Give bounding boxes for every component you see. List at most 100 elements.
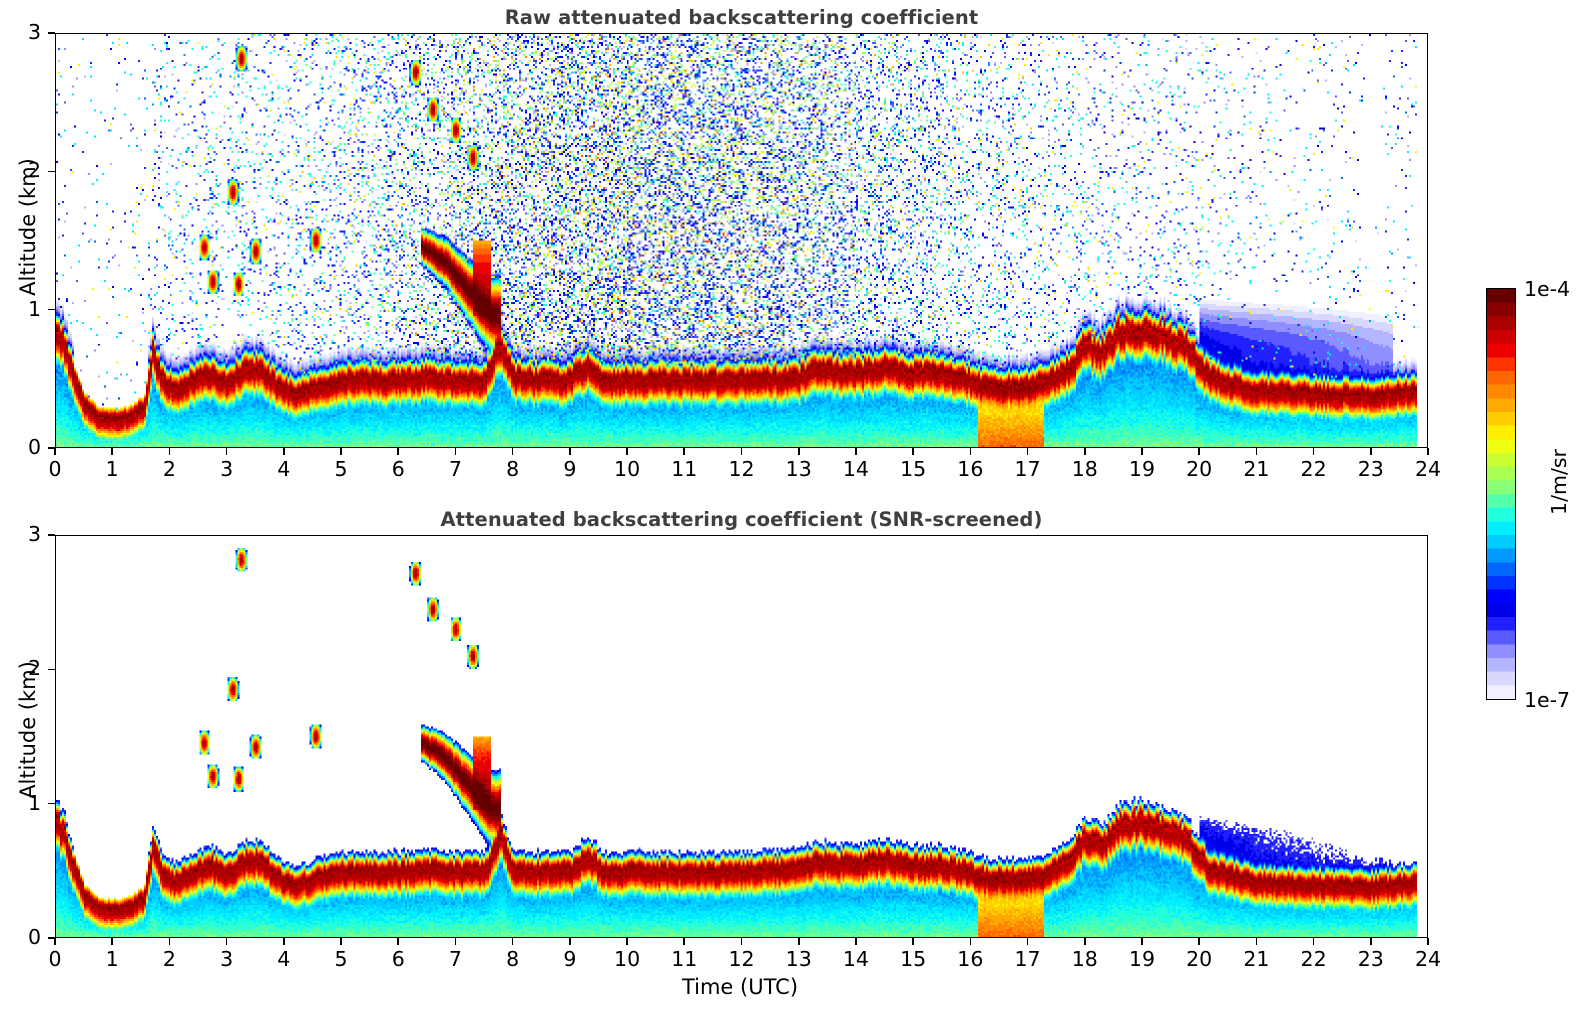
x-tick-label: 13 — [785, 947, 812, 971]
x-tick-label: 9 — [563, 947, 577, 971]
x-tick-label: 22 — [1300, 947, 1327, 971]
y-tick-label: 0 — [27, 925, 41, 949]
x-tick — [111, 448, 113, 455]
x-tick-label: 15 — [900, 947, 927, 971]
x-tick-label: 23 — [1357, 947, 1384, 971]
x-tick-label: 14 — [842, 457, 869, 481]
heatmap-panel-screened[interactable] — [55, 535, 1428, 938]
x-tick — [626, 448, 628, 455]
x-tick — [797, 448, 800, 455]
x-tick — [111, 938, 113, 945]
x-tick-label: 24 — [1414, 457, 1442, 481]
x-tick-label: 17 — [1014, 947, 1041, 971]
x-tick — [855, 448, 857, 455]
x-tick — [1198, 938, 1200, 945]
x-tick — [1026, 448, 1029, 455]
y-tick-label: 0 — [27, 435, 41, 459]
x-tick-label: 23 — [1357, 457, 1384, 481]
x-tick — [168, 938, 171, 945]
y-tick — [48, 32, 55, 34]
y-tick-label: 3 — [27, 20, 41, 44]
heatmap-panel-raw[interactable] — [55, 33, 1428, 448]
y-tick-label: 1 — [27, 296, 41, 321]
x-tick — [969, 938, 972, 945]
x-tick-label: 7 — [448, 947, 462, 971]
x-tick-label: 19 — [1128, 457, 1155, 481]
x-tick — [1369, 938, 1372, 945]
x-tick-label: 24 — [1414, 947, 1442, 971]
x-tick-label: 0 — [48, 457, 62, 481]
colorbar — [1486, 288, 1516, 700]
x-tick — [54, 938, 56, 945]
x-tick-label: 5 — [334, 947, 348, 971]
x-axis-label: Time (UTC) — [681, 975, 799, 999]
y-tick — [48, 802, 55, 805]
x-tick — [454, 938, 457, 945]
x-tick — [1427, 938, 1429, 945]
y-tick — [48, 447, 55, 449]
x-tick — [626, 938, 628, 945]
x-tick-label: 10 — [614, 457, 641, 481]
y-tick-label: 1 — [27, 790, 41, 815]
panel-title-raw: Raw attenuated backscattering coefficien… — [504, 6, 979, 29]
x-tick-label: 8 — [506, 457, 520, 481]
x-tick-label: 4 — [277, 457, 291, 481]
x-tick-label: 12 — [728, 947, 755, 971]
x-tick-label: 9 — [563, 457, 577, 481]
x-tick-label: 22 — [1300, 457, 1327, 481]
x-tick — [1427, 448, 1429, 455]
x-tick-label: 1 — [105, 947, 119, 971]
x-tick — [397, 448, 400, 455]
x-tick-label: 19 — [1128, 947, 1155, 971]
x-tick — [168, 448, 171, 455]
y-tick-label: 2 — [27, 158, 41, 183]
colorbar-label: 1/m/sr — [1547, 449, 1571, 515]
x-tick-label: 17 — [1014, 457, 1041, 481]
x-tick-label: 15 — [900, 457, 927, 481]
x-tick — [1083, 938, 1086, 945]
x-tick — [283, 448, 285, 455]
panel-title-screened: Attenuated backscattering coefficient (S… — [440, 508, 1043, 531]
x-tick-label: 11 — [671, 457, 698, 481]
x-tick — [740, 448, 743, 455]
x-tick-label: 7 — [448, 457, 462, 481]
x-tick-label: 3 — [220, 457, 234, 481]
x-tick — [1312, 448, 1315, 455]
x-tick — [740, 938, 743, 945]
x-tick — [54, 448, 56, 455]
x-tick — [1312, 938, 1315, 945]
x-tick-label: 11 — [671, 947, 698, 971]
x-tick — [225, 448, 228, 455]
y-tick-label: 2 — [27, 656, 41, 681]
x-tick — [340, 938, 342, 945]
x-tick-label: 18 — [1071, 457, 1098, 481]
x-tick-label: 2 — [162, 457, 176, 481]
y-tick-label: 3 — [27, 522, 41, 546]
x-tick — [912, 938, 914, 945]
x-tick-label: 21 — [1243, 947, 1270, 971]
x-tick — [969, 448, 972, 455]
x-tick-label: 20 — [1186, 457, 1213, 481]
x-tick-label: 13 — [785, 457, 812, 481]
y-tick — [48, 170, 55, 173]
x-tick — [569, 448, 571, 455]
x-tick-label: 16 — [957, 947, 984, 971]
x-tick-label: 16 — [957, 457, 984, 481]
x-tick — [283, 938, 285, 945]
x-tick — [683, 448, 686, 455]
x-tick — [397, 938, 400, 945]
x-tick — [912, 448, 914, 455]
x-tick — [1255, 938, 1258, 945]
x-tick-label: 8 — [506, 947, 520, 971]
x-tick-label: 5 — [334, 457, 348, 481]
x-tick — [1083, 448, 1086, 455]
colorbar-min-label: 1e-7 — [1524, 688, 1571, 712]
x-tick — [511, 938, 514, 945]
x-tick — [1255, 448, 1258, 455]
x-tick — [1141, 938, 1143, 945]
x-tick-label: 4 — [277, 947, 291, 971]
x-tick — [340, 448, 342, 455]
x-tick-label: 21 — [1243, 457, 1270, 481]
x-tick — [797, 938, 800, 945]
